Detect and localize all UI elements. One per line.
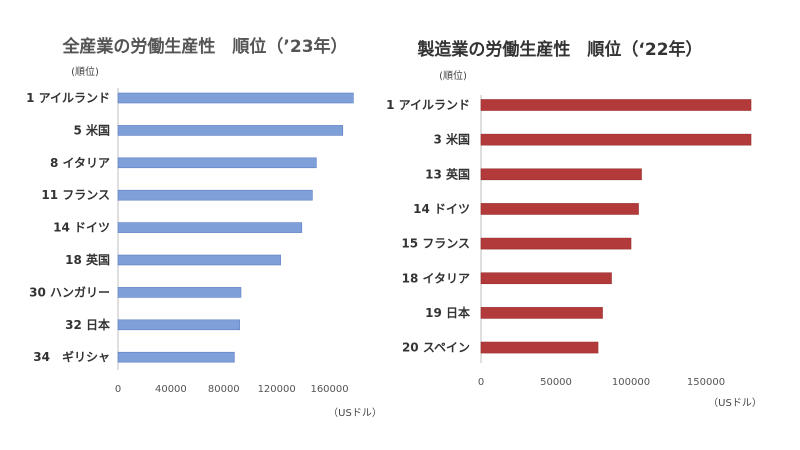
bars-group: 0 50000 100000 150000 1 アイルランド 3 米国 13 英国 14 ドイ… (386, 95, 752, 388)
category-label: 14 ドイツ (53, 221, 110, 235)
bar (480, 272, 612, 285)
category-label: 32 日本 (65, 317, 110, 332)
x-tick-label: 0 (478, 377, 484, 388)
category-label: 1 アイルランド (386, 98, 470, 112)
bar (117, 222, 303, 233)
x-tick-label: 150000 (687, 377, 725, 388)
x-tick-label: 160000 (310, 384, 348, 395)
category-label: 15 フランス (401, 237, 470, 251)
rank-caption: (順位) (71, 65, 99, 78)
bar (117, 319, 240, 331)
category-label: 30 ハンガリー (29, 284, 110, 299)
chart-title: 全産業の労働生産性 順位（’23年） (61, 36, 347, 57)
category-label: 1 アイルランド (26, 91, 110, 105)
x-tick-label: 0 (115, 384, 121, 395)
bar (480, 203, 639, 215)
x-tick-label: 50000 (540, 377, 572, 388)
bar (480, 168, 642, 181)
bar (117, 125, 344, 136)
bar (117, 254, 281, 266)
category-label: 20 スペイン (402, 341, 470, 355)
category-label: 34 ギリシャ (33, 349, 110, 364)
category-label: 3 米国 (433, 132, 470, 147)
bar (117, 189, 313, 201)
bar (117, 157, 317, 169)
bar (480, 133, 752, 146)
category-label: 11 フランス (41, 188, 110, 202)
category-label: 5 米国 (73, 122, 110, 137)
category-label: 18 英国 (65, 252, 110, 267)
bars-group: 0 40000 80000 120000 160000 1 アイルランド 5 米国 8 イタリ… (26, 88, 354, 395)
bar (480, 99, 752, 111)
rank-caption: (順位) (439, 69, 467, 82)
unit-label: （USドル） (708, 397, 762, 409)
manufacturing-productivity-chart: 製造業の労働生産性 順位（‘22年） (順位) （USドル） 0 50000 100… (386, 39, 762, 409)
bar (117, 92, 354, 104)
x-tick-label: 40000 (155, 384, 187, 395)
chart-title: 製造業の労働生産性 順位（‘22年） (416, 39, 702, 60)
x-tick-label: 120000 (258, 384, 296, 395)
bar (117, 287, 242, 298)
bar (480, 341, 599, 354)
x-tick-label: 80000 (208, 384, 240, 395)
x-tick-label: 100000 (612, 377, 650, 388)
category-label: 19 日本 (425, 305, 470, 320)
bar (480, 307, 603, 319)
bar (117, 351, 235, 363)
bar (480, 237, 632, 250)
category-label: 8 イタリア (50, 156, 110, 170)
category-label: 13 英国 (425, 166, 470, 181)
unit-label: （USドル） (328, 407, 382, 419)
category-label: 18 イタリア (402, 271, 470, 285)
category-label: 14 ドイツ (413, 202, 470, 216)
all-industry-productivity-chart: 全産業の労働生産性 順位（’23年） (順位) （USドル） 0 40000 800… (26, 36, 382, 419)
